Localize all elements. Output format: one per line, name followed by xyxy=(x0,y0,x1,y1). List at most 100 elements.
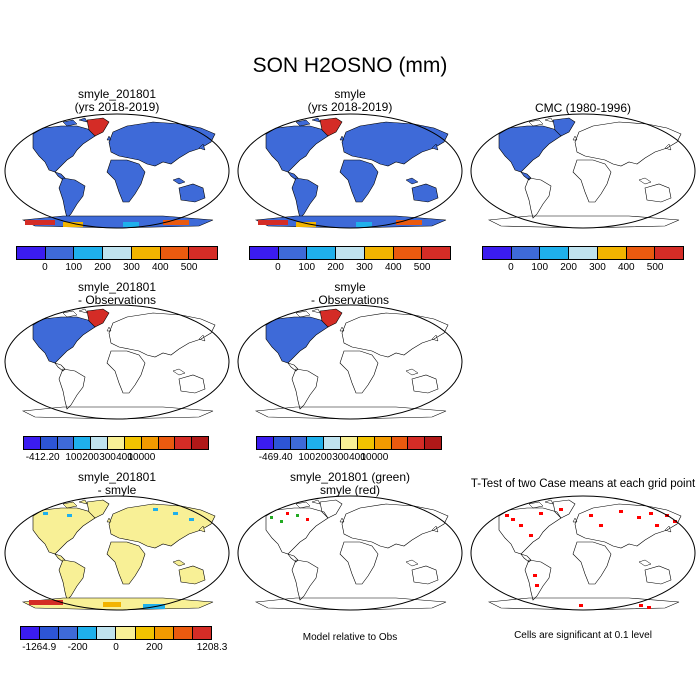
map-2-2 xyxy=(237,304,463,420)
colorbar-swatch xyxy=(131,247,161,259)
landmass-indonesia xyxy=(172,368,186,376)
map-layer xyxy=(21,499,216,611)
colorbar-swatch xyxy=(17,247,46,259)
landmass-southAmerica xyxy=(524,177,552,219)
panel-title-3-1: smyle_201801 - smyle xyxy=(0,471,234,497)
colorbar-swatch xyxy=(540,247,570,259)
antarctic-shading xyxy=(123,222,139,227)
colorbar-swatch xyxy=(24,437,41,449)
landmass-japan xyxy=(431,334,439,342)
landmass-indonesia xyxy=(638,177,652,185)
colorbar-swatch xyxy=(511,247,541,259)
colorbar-tick-label: 300 xyxy=(589,262,606,273)
landmass-eurasia xyxy=(341,121,449,167)
landmass-northAmerica xyxy=(265,125,329,173)
colorbar-tick-label: 10000 xyxy=(127,452,156,463)
colorbar-swatch xyxy=(59,627,79,639)
colorbar-tick-label: 200 xyxy=(82,452,99,463)
landmass-centralAm xyxy=(287,362,299,372)
landmass-ukBits xyxy=(106,135,112,141)
significance-cell xyxy=(599,524,603,527)
landmass-greenland xyxy=(319,308,343,328)
colorbar-swatch xyxy=(192,627,211,639)
colorbar-swatch xyxy=(108,437,125,449)
colorbar-swatch xyxy=(21,627,41,639)
map-frame xyxy=(237,304,463,420)
landmass-southAmerica xyxy=(291,368,319,410)
landmass-australia xyxy=(178,183,206,203)
colorbar-swatch xyxy=(278,247,308,259)
map-layer xyxy=(487,117,682,229)
colorbar-swatch xyxy=(393,247,423,259)
landmass-southAmerica xyxy=(291,177,319,219)
map-frame xyxy=(4,495,230,611)
colorbar-swatch xyxy=(158,437,176,449)
landmass-arcticIsles xyxy=(62,499,88,509)
landmass-japan xyxy=(664,143,672,151)
significance-cell xyxy=(655,524,659,527)
colorbar-swatch xyxy=(273,437,291,449)
landmass-arcticIsles xyxy=(528,499,554,509)
colorbar-swatch xyxy=(57,437,75,449)
panel-title-line: smyle_201801 (green) xyxy=(289,470,411,484)
diff-cell xyxy=(173,512,178,515)
figure-title: SON H2OSNO (mm) xyxy=(252,54,448,77)
colorbar-swatch xyxy=(124,437,142,449)
colorbar-swatch xyxy=(290,437,308,449)
diff-cell xyxy=(189,518,194,521)
landmass-antarctica xyxy=(21,406,214,420)
landmass-eurasia xyxy=(108,121,216,167)
colorbar-swatch xyxy=(341,437,358,449)
colorbar-tick-label: 0 xyxy=(508,262,514,273)
landmass-centralAm xyxy=(54,362,66,372)
landmass-antarctica xyxy=(487,597,680,611)
landmass-japan xyxy=(198,525,206,533)
map-layer xyxy=(254,117,449,229)
colorbar-labels-1-1: 0 100 200 300 400 500 xyxy=(16,262,218,274)
colorbar-labels-3-1: -1264.9 -200 0 200 1208.3 xyxy=(20,642,227,654)
landmass-eurasia xyxy=(574,121,682,167)
map-frame xyxy=(4,113,230,229)
antarctic-shading xyxy=(258,220,288,225)
panel-title-line: smyle (red) xyxy=(319,483,380,497)
colorbar-swatch xyxy=(154,627,174,639)
red-cell xyxy=(306,518,309,521)
panel-title-line: - Observations xyxy=(77,293,157,307)
landmass-northAmerica xyxy=(498,125,562,173)
landmass-ukBits xyxy=(339,135,345,141)
significance-cell xyxy=(579,604,583,607)
map-frame xyxy=(470,495,696,611)
landmass-northAmerica xyxy=(32,316,96,364)
landmass-centralAm xyxy=(287,553,299,563)
colorbar-tick-label: 0 xyxy=(42,262,48,273)
landmass-japan xyxy=(664,525,672,533)
colorbar-tick-label: 300 xyxy=(356,262,373,273)
panel-title-3-3: T-Test of two Case means at each grid po… xyxy=(466,478,700,491)
landmass-australia xyxy=(178,565,206,585)
colorbar-tick-label: 200 xyxy=(560,262,577,273)
colorbar-swatch xyxy=(74,247,104,259)
panel-title-line: smyle_201801 xyxy=(77,280,157,294)
colorbar-swatch xyxy=(307,247,337,259)
colorbar-swatch xyxy=(91,437,109,449)
colorbar-tick-label: 100 xyxy=(65,262,83,273)
colorbar-tick-label: 400 xyxy=(617,262,635,273)
green-cell xyxy=(296,514,299,517)
landmass-arcticIsles xyxy=(295,117,321,127)
landmass-southAmerica xyxy=(58,559,86,601)
landmass-ukBits xyxy=(572,517,578,523)
landmass-arcticIsles xyxy=(295,499,321,509)
landmass-greenland xyxy=(86,499,110,519)
significance-cell xyxy=(619,510,623,513)
colorbar-tick-label: 300 xyxy=(332,452,349,463)
antarctic-shading xyxy=(356,222,372,227)
note-significance: Cells are significant at 0.1 level xyxy=(514,630,652,641)
colorbar-swatch xyxy=(250,247,279,259)
panel-title-1-3: CMC (1980-1996) xyxy=(466,102,700,115)
colorbar-swatch xyxy=(391,437,409,449)
panel-title-2-1: smyle_201801 - Observations xyxy=(0,281,234,307)
panel-title-line: smyle xyxy=(334,280,366,294)
panel-title-line: - smyle xyxy=(97,483,137,497)
colorbar-tick-label: 200 xyxy=(146,642,163,653)
landmass-australia xyxy=(178,374,206,394)
